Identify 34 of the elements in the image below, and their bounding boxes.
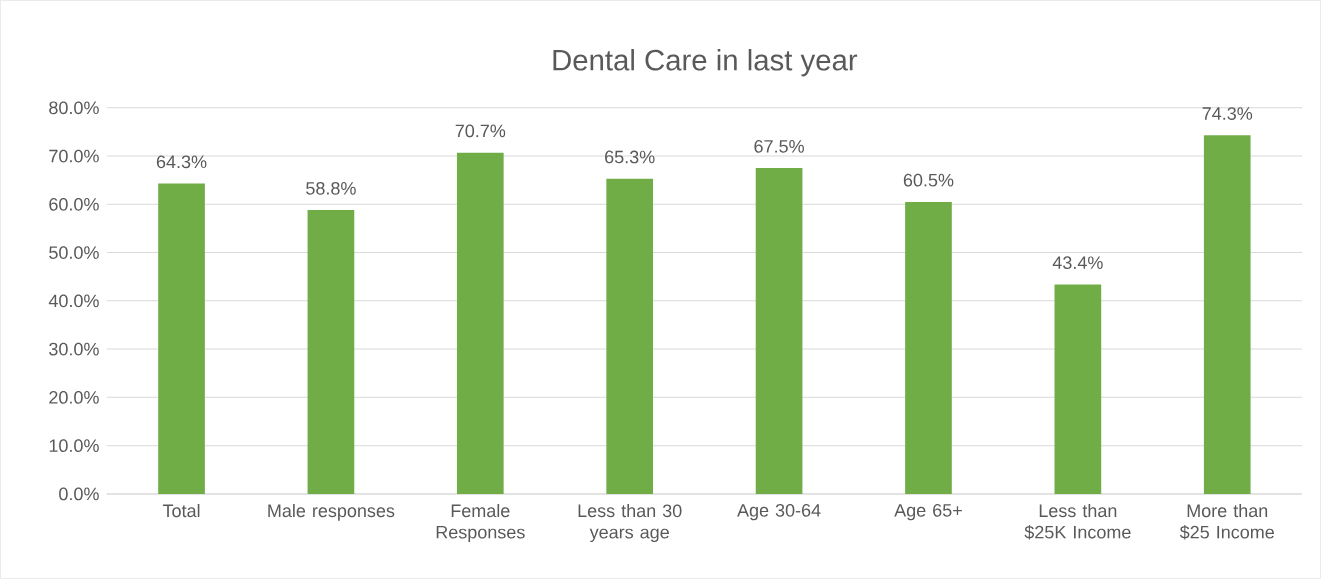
- data-label: 67.5%: [754, 140, 804, 153]
- x-tick-label: Less than 30 years age: [578, 504, 682, 543]
- data-label: 74.3%: [1202, 107, 1253, 121]
- data-label: 58.8%: [306, 182, 356, 195]
- y-tick-label: 60.0%: [49, 198, 99, 211]
- y-tick-label: 80.0%: [49, 101, 99, 115]
- bar: [307, 210, 355, 495]
- bar: [755, 168, 803, 495]
- data-label: 65.3%: [605, 150, 655, 164]
- y-tick-label: 0.0%: [59, 487, 99, 501]
- chart-title: Dental Care in last year: [553, 49, 858, 77]
- y-tick-label: 20.0%: [49, 391, 99, 404]
- x-tick-label: Age 65+: [894, 504, 962, 521]
- data-label: 60.5%: [903, 173, 954, 187]
- y-tick-label: 50.0%: [49, 246, 99, 260]
- x-tick-label: Male responses: [268, 504, 395, 521]
- bar: [1054, 284, 1102, 495]
- x-tick-label: More than $25 Income: [1179, 504, 1274, 540]
- y-tick-label: 30.0%: [49, 342, 99, 356]
- data-label: 43.4%: [1052, 256, 1103, 270]
- x-tick-label: Female Responses: [436, 504, 525, 543]
- bar: [905, 202, 952, 495]
- x-tick-label: Total: [162, 504, 200, 518]
- bar: [456, 152, 504, 495]
- y-tick-label: 70.0%: [49, 149, 99, 163]
- x-tick-label: Age 30-64: [737, 504, 821, 521]
- y-tick-label: 10.0%: [49, 439, 99, 453]
- bar: [158, 183, 205, 495]
- y-tick-label: 40.0%: [48, 294, 99, 308]
- bar: [1203, 135, 1251, 495]
- data-label: 70.7%: [455, 124, 506, 138]
- data-label: 64.3%: [156, 155, 207, 169]
- x-tick-label: Less than $25K Income: [1024, 504, 1131, 540]
- bar: [606, 178, 654, 495]
